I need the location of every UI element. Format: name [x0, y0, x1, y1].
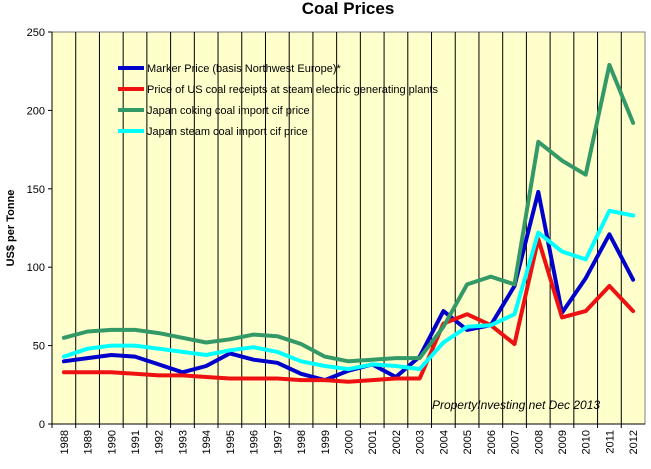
y-tick-label: 0 — [39, 419, 45, 431]
y-tick-label: 250 — [27, 27, 45, 39]
x-tick-label: 1988 — [59, 430, 71, 454]
x-tick-label: 2012 — [628, 430, 640, 454]
x-tick-label: 1994 — [201, 430, 213, 454]
x-tick-label: 1997 — [272, 430, 284, 454]
y-tick-label: 50 — [33, 341, 45, 353]
legend-label-2: Price of US coal receipts at steam elect… — [147, 84, 439, 96]
y-tick-label: 100 — [27, 262, 45, 274]
x-tick-label: 2006 — [486, 430, 498, 454]
source-annotation: PropertyInvesting.net Dec 2013 — [432, 398, 600, 412]
x-tick-label: 1989 — [83, 430, 95, 454]
chart-title: Coal Prices — [302, 0, 395, 18]
x-tick-label: 1991 — [130, 430, 142, 454]
x-tick-label: 2003 — [415, 430, 427, 454]
y-axis-label: US$ per Tonne — [5, 190, 17, 267]
series-line-4 — [61, 208, 636, 372]
x-tick-label: 2002 — [391, 430, 403, 454]
series-line-3 — [61, 62, 636, 364]
x-tick-label: 1992 — [154, 430, 166, 454]
legend-label-1: Marker Price (basis Northwest Europe)* — [147, 63, 342, 75]
x-tick-label: 1996 — [249, 430, 261, 454]
x-tick-label: 1993 — [177, 430, 189, 454]
x-tick-label: 2004 — [438, 430, 450, 454]
x-tick-label: 2009 — [557, 430, 569, 454]
x-axis-ticks: 1988 1989 1990 1991 1992 1993 1994 1995 1996 1997… — [51, 424, 640, 454]
y-tick-label: 150 — [27, 184, 45, 196]
y-axis-ticks: 0 50 100 150 200 250 — [27, 27, 52, 431]
legend-label-3: Japan coking coal import cif price — [147, 105, 310, 117]
x-tick-label: 2005 — [462, 430, 474, 454]
x-tick-label: 2007 — [510, 430, 522, 454]
x-tick-label: 2001 — [367, 430, 379, 454]
x-tick-label: 2011 — [604, 430, 616, 454]
legend: Marker Price (basis Northwest Europe)* Pr… — [118, 63, 439, 138]
x-tick-label: 1995 — [225, 430, 237, 454]
x-tick-label: 1999 — [320, 430, 332, 454]
x-tick-label: 2010 — [581, 430, 593, 454]
x-tick-label: 2000 — [344, 430, 356, 454]
x-tick-label: 1998 — [296, 430, 308, 454]
legend-label-4: Japan steam coal import cif price — [147, 126, 308, 138]
axes — [51, 32, 645, 425]
x-tick-label: 1990 — [106, 430, 118, 454]
series-lines — [61, 62, 636, 384]
x-tick-label: 2008 — [533, 430, 545, 454]
y-tick-label: 200 — [27, 105, 45, 117]
